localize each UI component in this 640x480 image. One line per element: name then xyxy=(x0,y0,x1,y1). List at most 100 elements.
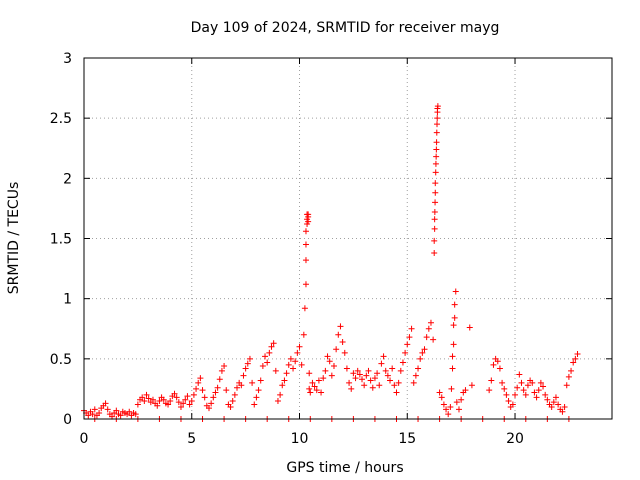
data-point xyxy=(537,379,544,386)
data-point xyxy=(540,383,547,390)
data-point xyxy=(533,394,540,401)
data-point xyxy=(346,379,353,386)
data-point xyxy=(339,338,346,345)
data-point xyxy=(285,361,292,368)
data-point xyxy=(223,387,230,394)
data-point xyxy=(305,218,312,225)
data-point xyxy=(259,363,266,370)
data-point xyxy=(451,314,458,321)
data-point xyxy=(452,288,459,295)
data-point xyxy=(311,383,318,390)
data-point xyxy=(431,249,438,256)
data-point xyxy=(423,334,430,341)
data-point xyxy=(395,379,402,386)
x-tick-label: 0 xyxy=(80,431,89,447)
y-tick-label: 1 xyxy=(63,292,72,308)
data-point xyxy=(496,365,503,372)
data-point xyxy=(356,371,363,378)
data-point xyxy=(431,209,438,216)
data-point xyxy=(221,363,228,370)
data-point xyxy=(113,407,120,414)
data-point xyxy=(296,343,303,350)
data-point xyxy=(208,400,215,407)
data-point xyxy=(139,394,146,401)
data-point xyxy=(156,397,163,404)
data-point xyxy=(231,391,238,398)
data-point xyxy=(462,387,469,394)
data-point xyxy=(281,377,288,384)
data-points xyxy=(81,103,581,422)
data-point xyxy=(432,169,439,176)
data-point xyxy=(389,365,396,372)
data-point xyxy=(384,372,391,379)
data-point xyxy=(563,382,570,389)
data-point xyxy=(306,385,313,392)
data-point xyxy=(272,367,279,374)
data-point xyxy=(301,305,308,312)
data-point xyxy=(544,396,551,403)
data-point xyxy=(324,353,331,360)
data-point xyxy=(341,349,348,356)
data-point xyxy=(432,160,439,167)
data-point xyxy=(309,379,316,386)
data-point xyxy=(552,394,559,401)
data-point xyxy=(434,103,441,110)
data-point xyxy=(445,411,452,418)
data-point xyxy=(369,384,376,391)
data-point xyxy=(238,382,245,389)
data-point xyxy=(447,403,454,410)
data-point xyxy=(509,401,516,408)
data-point xyxy=(431,216,438,223)
data-point xyxy=(264,359,271,366)
data-point xyxy=(448,385,455,392)
data-point xyxy=(320,375,327,382)
data-point xyxy=(126,408,133,415)
data-point xyxy=(432,189,439,196)
data-point xyxy=(499,379,506,386)
data-point xyxy=(85,412,92,419)
data-point xyxy=(548,403,555,410)
data-point xyxy=(443,406,450,413)
x-tick-label: 20 xyxy=(506,431,524,447)
data-point xyxy=(378,360,385,367)
data-point xyxy=(154,402,161,409)
chart-title: Day 109 of 2024, SRMTID for receiver may… xyxy=(191,20,500,36)
data-point xyxy=(402,349,409,356)
data-point xyxy=(330,363,337,370)
data-point xyxy=(453,399,460,406)
data-point xyxy=(234,384,241,391)
data-point xyxy=(307,389,314,396)
data-point xyxy=(520,387,527,394)
data-point xyxy=(298,361,305,368)
data-point xyxy=(279,382,286,389)
data-point xyxy=(277,391,284,398)
data-point xyxy=(415,365,422,372)
data-point xyxy=(391,382,398,389)
data-point xyxy=(300,331,307,338)
data-point xyxy=(240,372,247,379)
data-point xyxy=(274,397,281,404)
data-point xyxy=(455,406,462,413)
data-point xyxy=(352,375,359,382)
data-point xyxy=(186,401,193,408)
data-point xyxy=(104,406,111,413)
data-point xyxy=(421,346,428,353)
axis-ticks: 0 5 10 15 20 0 0.5 1 1.5 2 2.5 3 xyxy=(50,51,612,447)
data-point xyxy=(141,397,148,404)
data-point xyxy=(227,403,234,410)
data-point xyxy=(337,323,344,330)
data-point xyxy=(410,379,417,386)
data-point xyxy=(143,391,150,398)
data-point xyxy=(417,355,424,362)
y-tick-label: 2.5 xyxy=(50,111,72,127)
y-axis-label: SRMTID / TECUs xyxy=(6,182,22,295)
data-point xyxy=(201,394,208,401)
data-point xyxy=(503,391,510,398)
data-point xyxy=(412,372,419,379)
data-point xyxy=(214,384,221,391)
data-point xyxy=(494,358,501,365)
data-point xyxy=(251,401,258,408)
data-point xyxy=(182,396,189,403)
